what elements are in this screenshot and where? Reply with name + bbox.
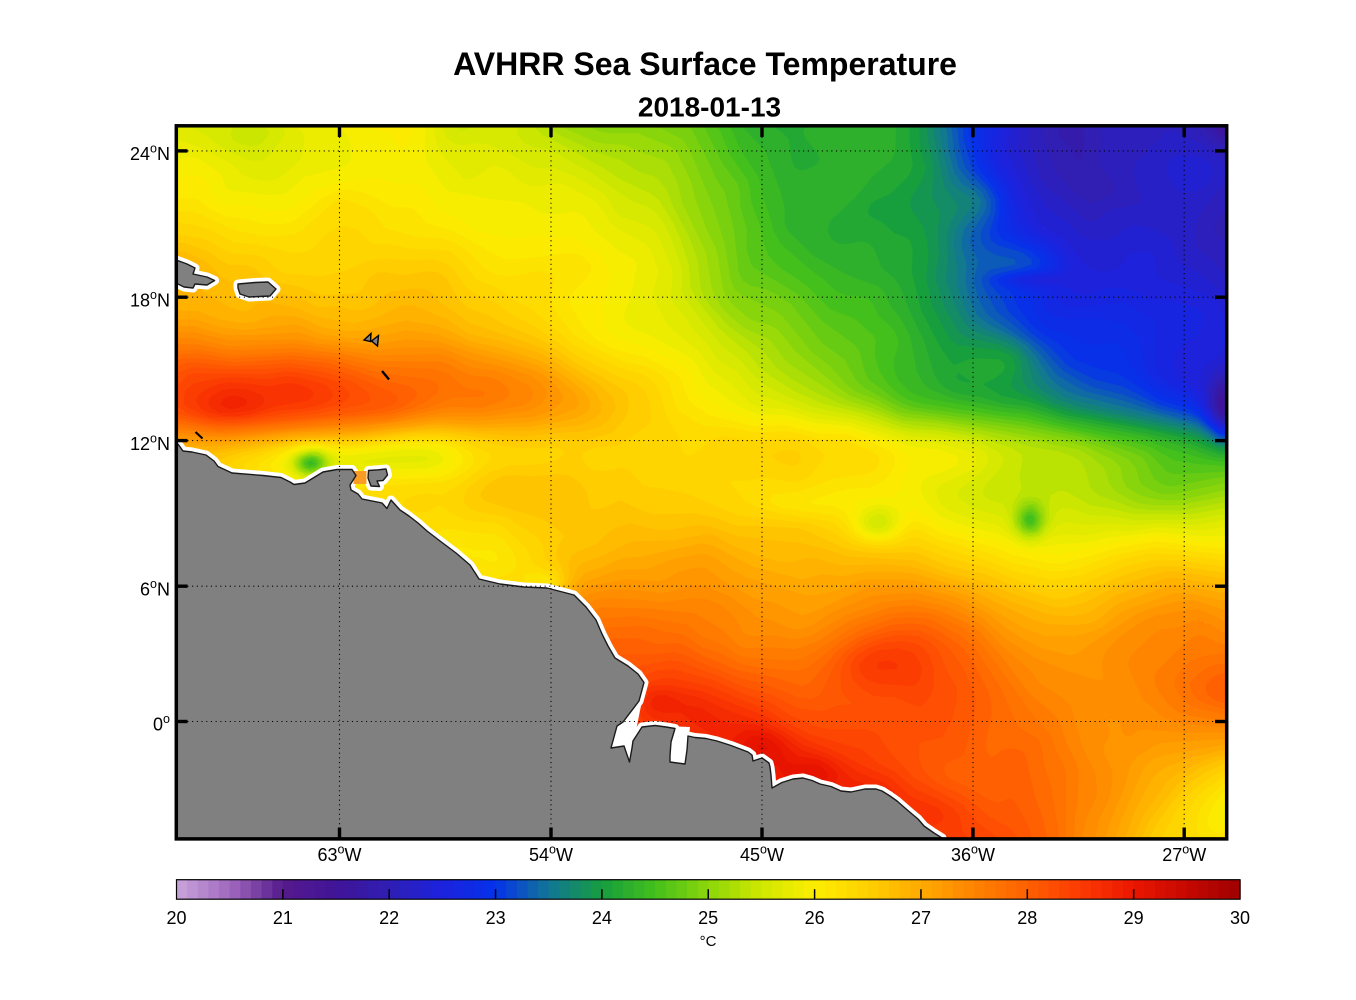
svg-text:36oW: 36oW xyxy=(951,843,995,866)
svg-text:54oW: 54oW xyxy=(529,843,573,866)
svg-text:27: 27 xyxy=(911,908,931,928)
svg-text:25: 25 xyxy=(698,908,718,928)
svg-text:18oN: 18oN xyxy=(130,288,170,311)
svg-text:30: 30 xyxy=(1230,908,1250,928)
svg-text:24: 24 xyxy=(592,908,612,928)
svg-text:45oW: 45oW xyxy=(740,843,784,866)
svg-text:24oN: 24oN xyxy=(130,142,170,165)
svg-text:29: 29 xyxy=(1124,908,1144,928)
svg-text:27oW: 27oW xyxy=(1162,843,1206,866)
svg-text:20: 20 xyxy=(166,908,186,928)
svg-text:2018-01-13: 2018-01-13 xyxy=(638,92,781,123)
svg-text:6oN: 6oN xyxy=(140,577,170,600)
svg-text:23: 23 xyxy=(486,908,506,928)
svg-text:21: 21 xyxy=(273,908,293,928)
svg-text:AVHRR Sea Surface Temperature: AVHRR Sea Surface Temperature xyxy=(453,46,957,82)
svg-text:12oN: 12oN xyxy=(130,431,170,454)
svg-text:°C: °C xyxy=(700,933,717,950)
svg-text:63oW: 63oW xyxy=(318,843,362,866)
svg-text:28: 28 xyxy=(1017,908,1037,928)
svg-text:22: 22 xyxy=(379,908,399,928)
svg-text:26: 26 xyxy=(805,908,825,928)
